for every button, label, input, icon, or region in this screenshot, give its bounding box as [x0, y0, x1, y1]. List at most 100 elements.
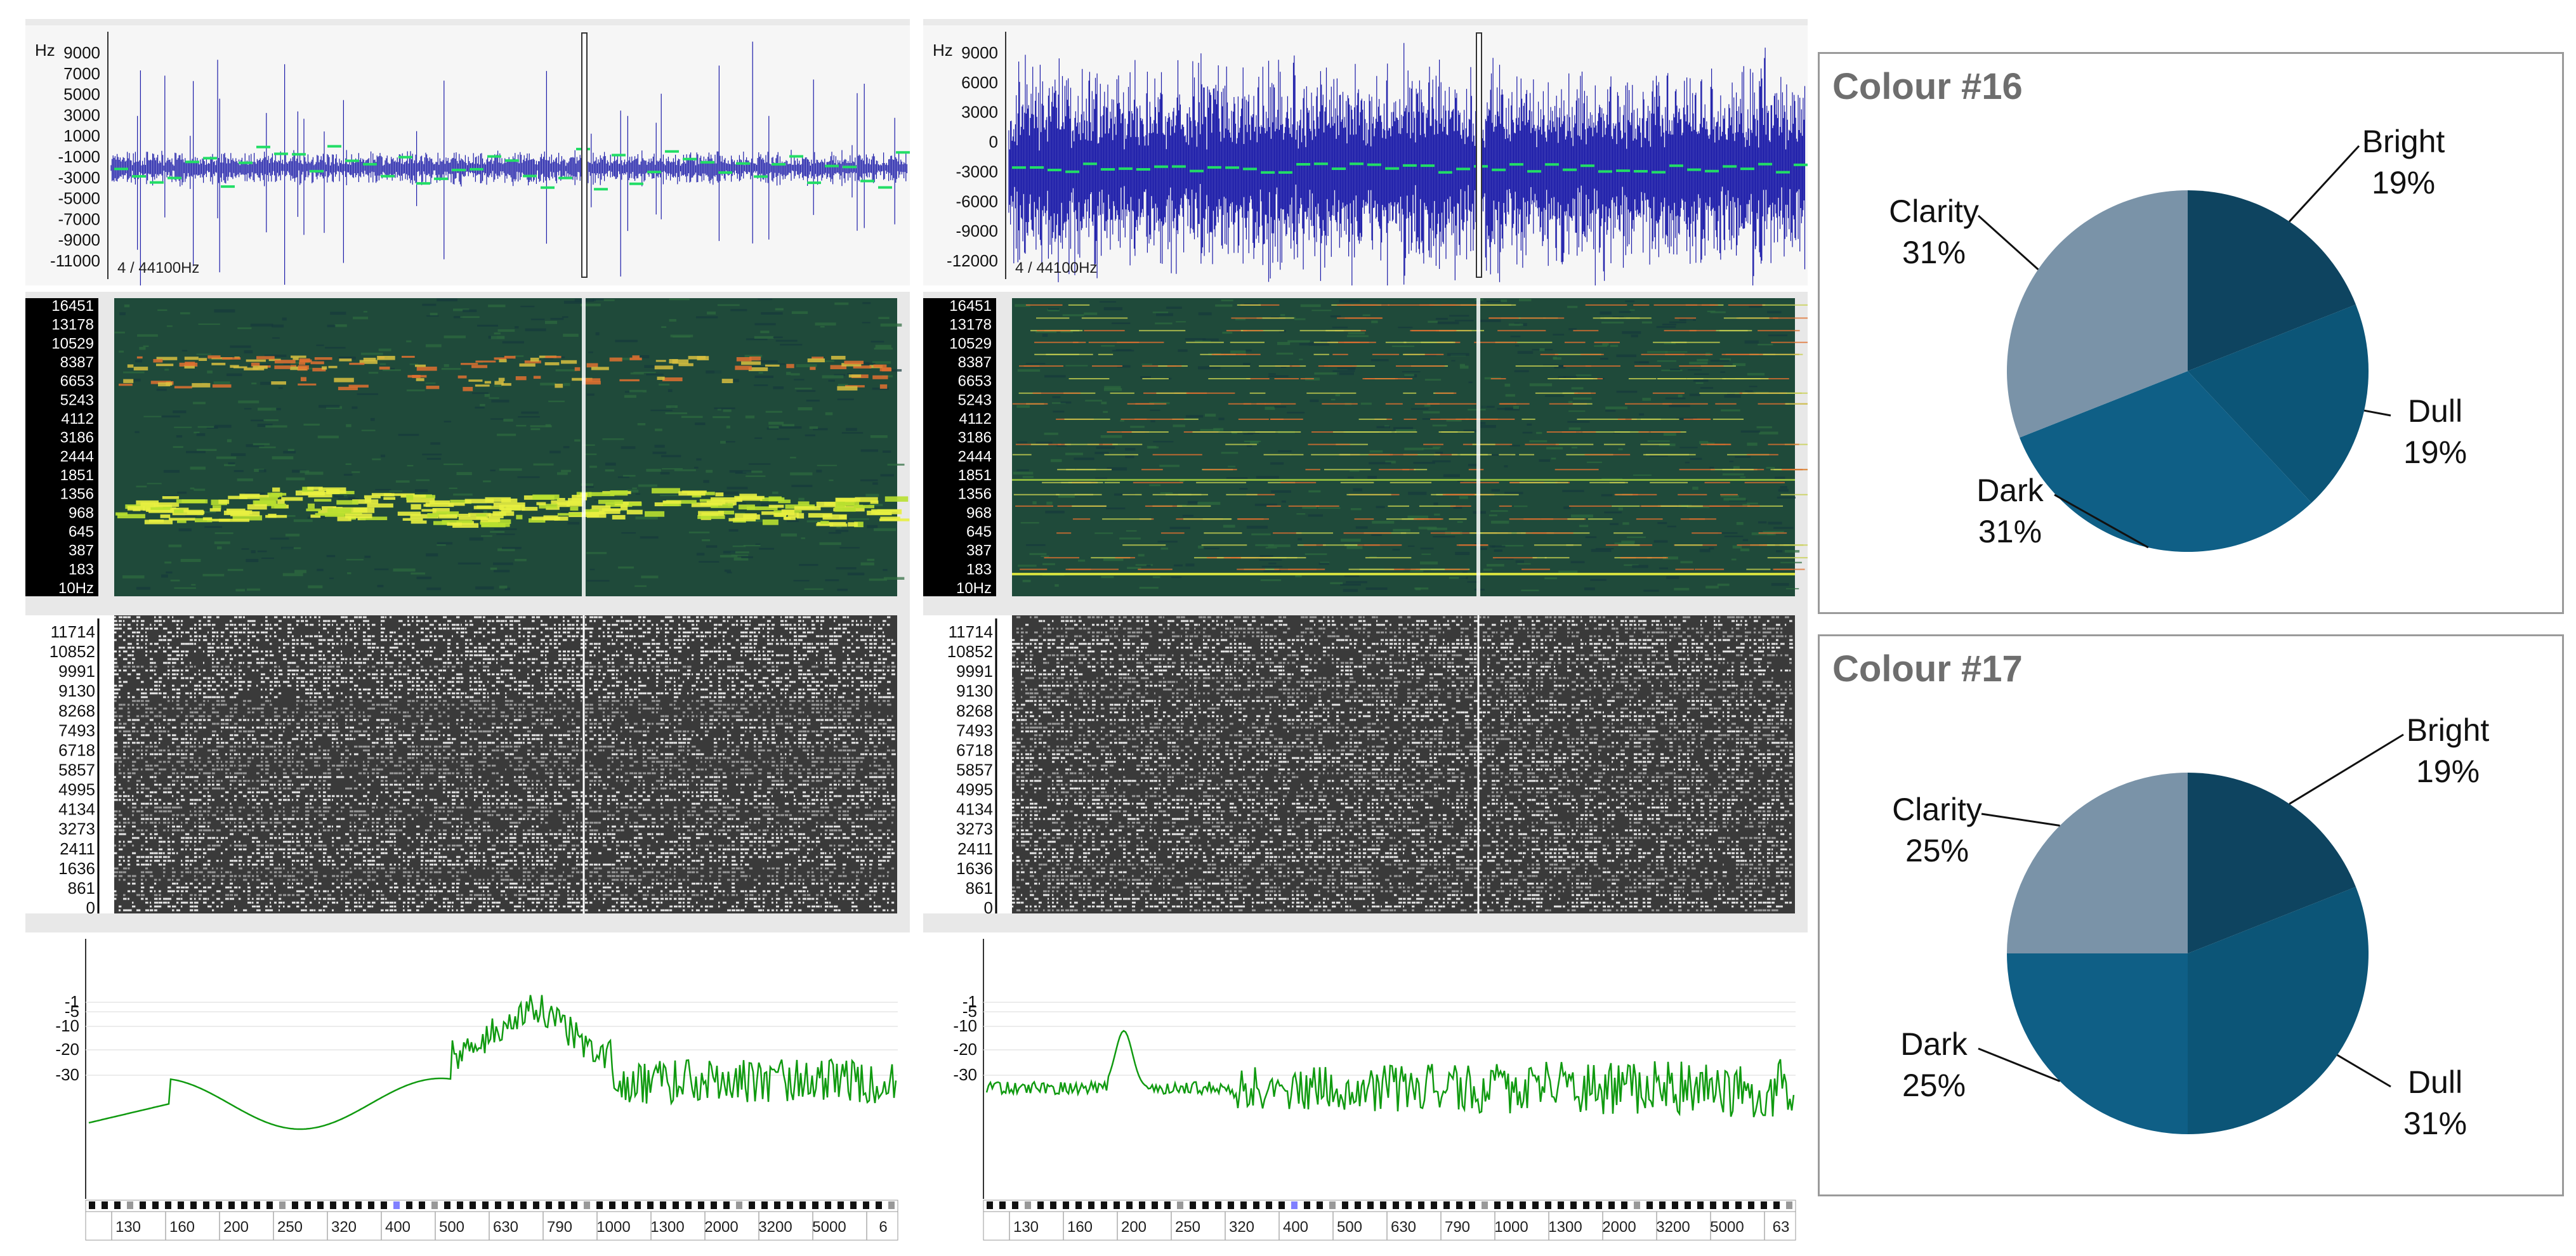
piano-key[interactable]: [596, 1201, 603, 1209]
piano-key[interactable]: [1063, 1201, 1069, 1209]
piano-key[interactable]: [1088, 1201, 1094, 1209]
piano-key[interactable]: [1101, 1201, 1107, 1209]
waveform-view[interactable]: Hz 9000 6000 3000 0 -3000 -6000 -9000 -12000 4 …: [923, 25, 1808, 285]
spectrum-panel[interactable]: -1 -5 -10 -20 -30 130 160 200 250 320 400 500 630 79…: [923, 932, 1808, 1250]
piano-key[interactable]: [1050, 1201, 1056, 1209]
piano-key[interactable]: [1443, 1201, 1450, 1209]
piano-key[interactable]: [381, 1201, 387, 1209]
piano-key[interactable]: [774, 1201, 780, 1209]
piano-key[interactable]: [1558, 1201, 1564, 1209]
piano-key[interactable]: [431, 1201, 438, 1209]
piano-key[interactable]: [1659, 1201, 1666, 1209]
piano-key[interactable]: [1456, 1201, 1462, 1209]
piano-key[interactable]: [1304, 1201, 1310, 1209]
piano-key[interactable]: [419, 1201, 425, 1209]
piano-key[interactable]: [1570, 1201, 1577, 1209]
piano-key[interactable]: [787, 1201, 793, 1209]
piano-key[interactable]: [457, 1201, 463, 1209]
piano-key[interactable]: [1697, 1201, 1704, 1209]
piano-key[interactable]: [317, 1201, 324, 1209]
piano-key[interactable]: [749, 1201, 755, 1209]
piano-key[interactable]: [292, 1201, 298, 1209]
playhead-marker[interactable]: [1476, 298, 1480, 596]
piano-key[interactable]: [1773, 1201, 1780, 1209]
piano-key[interactable]: [1507, 1201, 1513, 1209]
piano-key[interactable]: [508, 1201, 514, 1209]
phase-panel[interactable]: 11714 10852 9991 9130 8268 7493 6718 5857 4995 41…: [923, 612, 1808, 932]
piano-key[interactable]: [216, 1201, 222, 1209]
piano-key[interactable]: [1646, 1201, 1653, 1209]
piano-key[interactable]: [1469, 1201, 1475, 1209]
piano-key[interactable]: [406, 1201, 412, 1209]
piano-key[interactable]: [1114, 1201, 1120, 1209]
piano-key[interactable]: [1342, 1201, 1348, 1209]
piano-key[interactable]: [838, 1201, 844, 1209]
piano-key[interactable]: [1545, 1201, 1551, 1209]
piano-key[interactable]: [1266, 1201, 1272, 1209]
piano-key[interactable]: [1240, 1201, 1247, 1209]
piano-key[interactable]: [546, 1201, 552, 1209]
piano-key[interactable]: [1608, 1201, 1615, 1209]
piano-key[interactable]: [1672, 1201, 1678, 1209]
piano-key[interactable]: [114, 1201, 121, 1209]
piano-key[interactable]: [584, 1201, 590, 1209]
piano-key[interactable]: [1177, 1201, 1183, 1209]
piano-key[interactable]: [571, 1201, 577, 1209]
piano-key[interactable]: [698, 1201, 704, 1209]
piano-key[interactable]: [1723, 1201, 1729, 1209]
piano-key[interactable]: [102, 1201, 108, 1209]
piano-key[interactable]: [1482, 1201, 1488, 1209]
waveform-panel[interactable]: Hz 9000 7000 5000 3000 1000 -1000 -3000 -5000 -7…: [25, 19, 910, 285]
piano-key[interactable]: [1202, 1201, 1209, 1209]
piano-key[interactable]: [178, 1201, 184, 1209]
piano-key[interactable]: [1025, 1201, 1031, 1209]
piano-key[interactable]: [1761, 1201, 1767, 1209]
piano-key[interactable]: [558, 1201, 565, 1209]
piano-key[interactable]: [190, 1201, 197, 1209]
piano-key[interactable]: [1494, 1201, 1501, 1209]
piano-key[interactable]: [1253, 1201, 1259, 1209]
piano-key[interactable]: [203, 1201, 209, 1209]
playhead-marker[interactable]: [1476, 32, 1482, 278]
piano-key[interactable]: [647, 1201, 654, 1209]
playhead-marker[interactable]: [582, 298, 586, 596]
piano-key[interactable]: [165, 1201, 171, 1209]
piano-key[interactable]: [279, 1201, 286, 1209]
piano-key[interactable]: [1380, 1201, 1386, 1209]
piano-key[interactable]: [1735, 1201, 1742, 1209]
piano-key[interactable]: [444, 1201, 450, 1209]
piano-key[interactable]: [876, 1201, 882, 1209]
piano-key[interactable]: [89, 1201, 95, 1209]
piano-key[interactable]: [1190, 1201, 1196, 1209]
piano-key[interactable]: [736, 1201, 742, 1209]
piano-key[interactable]: [812, 1201, 818, 1209]
piano-key[interactable]: [634, 1201, 641, 1209]
piano-key[interactable]: [140, 1201, 146, 1209]
piano-key[interactable]: [355, 1201, 362, 1209]
piano-key[interactable]: [482, 1201, 489, 1209]
piano-key[interactable]: [1710, 1201, 1716, 1209]
piano-key[interactable]: [254, 1201, 260, 1209]
piano-key[interactable]: [393, 1201, 400, 1209]
piano-key[interactable]: [1075, 1201, 1082, 1209]
piano-key[interactable]: [305, 1201, 311, 1209]
piano-key[interactable]: [368, 1201, 374, 1209]
piano-key[interactable]: [1418, 1201, 1424, 1209]
piano-key[interactable]: [1685, 1201, 1691, 1209]
piano-key[interactable]: [330, 1201, 336, 1209]
waveform-panel[interactable]: Hz 9000 6000 3000 0 -3000 -6000 -9000 -12000 4 …: [923, 19, 1808, 285]
piano-key[interactable]: [1278, 1201, 1285, 1209]
piano-key[interactable]: [673, 1201, 679, 1209]
piano-key[interactable]: [1152, 1201, 1158, 1209]
piano-key[interactable]: [1228, 1201, 1234, 1209]
piano-key[interactable]: [761, 1201, 768, 1209]
piano-key[interactable]: [825, 1201, 831, 1209]
piano-key[interactable]: [1520, 1201, 1526, 1209]
piano-key[interactable]: [520, 1201, 527, 1209]
piano-key[interactable]: [1126, 1201, 1133, 1209]
piano-key[interactable]: [1317, 1201, 1323, 1209]
piano-key[interactable]: [1215, 1201, 1221, 1209]
piano-key[interactable]: [1164, 1201, 1171, 1209]
piano-key[interactable]: [723, 1201, 730, 1209]
